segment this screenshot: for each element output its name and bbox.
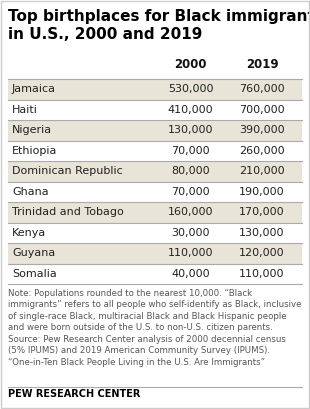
Text: 530,000: 530,000 bbox=[168, 84, 213, 94]
Text: 170,000: 170,000 bbox=[239, 207, 285, 217]
Text: Somalia: Somalia bbox=[12, 269, 57, 279]
Text: 120,000: 120,000 bbox=[239, 248, 285, 258]
Text: 760,000: 760,000 bbox=[239, 84, 285, 94]
Text: 130,000: 130,000 bbox=[168, 125, 213, 135]
Text: 130,000: 130,000 bbox=[239, 228, 285, 238]
Text: 110,000: 110,000 bbox=[168, 248, 213, 258]
Text: 390,000: 390,000 bbox=[239, 125, 285, 135]
Bar bbox=[8, 161, 302, 182]
Text: 40,000: 40,000 bbox=[171, 269, 210, 279]
Bar bbox=[8, 120, 302, 141]
Text: 30,000: 30,000 bbox=[171, 228, 210, 238]
Text: 70,000: 70,000 bbox=[171, 146, 210, 156]
Text: Guyana: Guyana bbox=[12, 248, 55, 258]
Text: 70,000: 70,000 bbox=[171, 187, 210, 197]
Text: Trinidad and Tobago: Trinidad and Tobago bbox=[12, 207, 124, 217]
Text: Kenya: Kenya bbox=[12, 228, 46, 238]
Text: 2000: 2000 bbox=[175, 58, 207, 71]
Text: Jamaica: Jamaica bbox=[12, 84, 56, 94]
Text: 80,000: 80,000 bbox=[171, 166, 210, 176]
Text: Dominican Republic: Dominican Republic bbox=[12, 166, 123, 176]
Text: 190,000: 190,000 bbox=[239, 187, 285, 197]
Text: 160,000: 160,000 bbox=[168, 207, 213, 217]
Bar bbox=[8, 79, 302, 99]
Text: 700,000: 700,000 bbox=[239, 105, 285, 115]
Text: 110,000: 110,000 bbox=[239, 269, 285, 279]
Text: 410,000: 410,000 bbox=[168, 105, 214, 115]
Bar bbox=[8, 202, 302, 222]
Text: PEW RESEARCH CENTER: PEW RESEARCH CENTER bbox=[8, 389, 140, 399]
Text: Top birthplaces for Black immigrants
in U.S., 2000 and 2019: Top birthplaces for Black immigrants in … bbox=[8, 9, 310, 42]
Text: 260,000: 260,000 bbox=[239, 146, 285, 156]
Text: 2019: 2019 bbox=[246, 58, 278, 71]
Bar bbox=[8, 243, 302, 263]
Text: Note: Populations rounded to the nearest 10,000. “Black
immigrants” refers to al: Note: Populations rounded to the nearest… bbox=[8, 289, 302, 367]
Text: Ethiopia: Ethiopia bbox=[12, 146, 57, 156]
Text: Ghana: Ghana bbox=[12, 187, 49, 197]
Text: Haiti: Haiti bbox=[12, 105, 38, 115]
Text: Nigeria: Nigeria bbox=[12, 125, 52, 135]
Text: 210,000: 210,000 bbox=[239, 166, 285, 176]
